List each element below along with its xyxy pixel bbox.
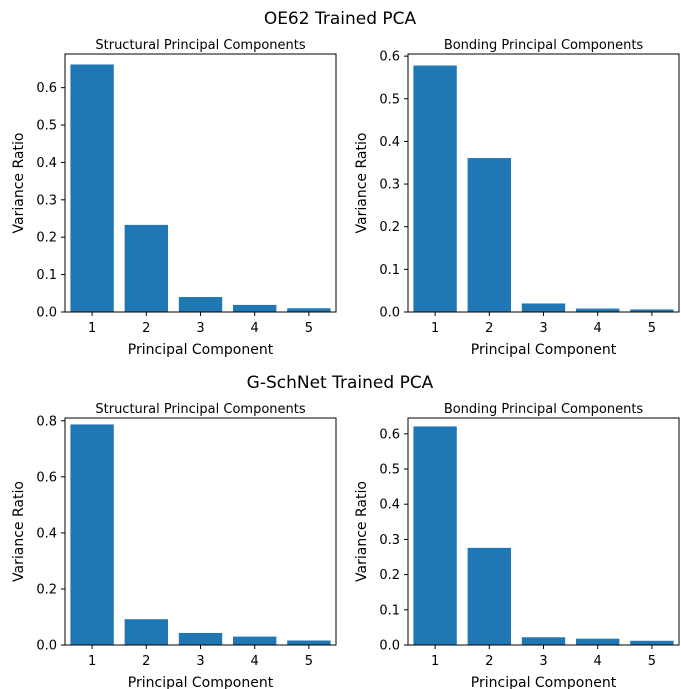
y-tick-label: 0.0 <box>379 306 400 321</box>
x-tick-label: 3 <box>196 321 204 336</box>
y-tick-label: 0.2 <box>379 220 400 235</box>
bar-5 <box>630 309 674 312</box>
bar-1 <box>413 426 457 645</box>
y-tick-label: 0.5 <box>379 92 400 107</box>
y-tick-label: 0.1 <box>379 263 400 278</box>
x-tick-label: 5 <box>305 321 313 336</box>
x-axis-label: Principal Component <box>471 342 617 358</box>
y-tick-label: 0.6 <box>36 470 57 485</box>
bar-5 <box>287 640 331 645</box>
bar-4 <box>576 638 620 645</box>
x-tick-label: 2 <box>142 321 150 336</box>
y-tick-label: 0.4 <box>36 526 57 541</box>
section-title-gschnet: G-SchNet Trained PCA <box>247 373 434 393</box>
bar-1 <box>413 65 457 312</box>
y-tick-label: 0.5 <box>36 119 57 134</box>
y-tick-label: 0.3 <box>36 193 57 208</box>
y-axis-label: Variance Ratio <box>354 133 370 234</box>
chart-panel-2: 1 2 3 4 5 0.0 0.1 0.2 0.3 0.4 0.5 0.6 Bonding Princi… <box>354 38 680 358</box>
chart-panels: 1 2 3 4 5 0.0 0.1 0.2 0.3 0.4 0.5 0.6 Structural Pri… <box>11 38 680 689</box>
y-tick-label: 0.6 <box>379 427 400 442</box>
bar-2 <box>124 224 168 312</box>
y-tick-label: 0.3 <box>379 178 400 193</box>
x-tick-label: 4 <box>594 654 602 669</box>
bar-3 <box>178 297 223 312</box>
x-tick-label: 1 <box>431 654 439 669</box>
section-title-oe62: OE62 Trained PCA <box>264 9 417 29</box>
chart-title: Structural Principal Components <box>95 38 305 53</box>
x-tick-label: 4 <box>251 321 259 336</box>
chart-panel-4: 1 2 3 4 5 0.0 0.1 0.2 0.3 0.4 0.5 0.6 Bonding Princi… <box>354 402 680 689</box>
bar-2 <box>124 619 168 645</box>
y-tick-label: 0.2 <box>379 568 400 583</box>
chart-panel-1: 1 2 3 4 5 0.0 0.1 0.2 0.3 0.4 0.5 0.6 Structural Pri… <box>11 38 337 358</box>
x-tick-label: 1 <box>431 321 439 336</box>
y-tick-label: 0.6 <box>379 50 400 65</box>
x-tick-label: 3 <box>196 654 204 669</box>
y-axis-label: Variance Ratio <box>11 133 27 234</box>
x-tick-label: 5 <box>648 321 656 336</box>
x-tick-label: 3 <box>539 321 547 336</box>
y-tick-label: 0.4 <box>379 135 400 150</box>
bar-5 <box>630 640 674 645</box>
chart-title: Bonding Principal Components <box>444 38 644 53</box>
x-tick-label: 4 <box>594 321 602 336</box>
bar-1 <box>70 64 114 312</box>
bar-3 <box>521 637 566 645</box>
y-tick-label: 0.0 <box>36 306 57 321</box>
bar-2 <box>467 547 511 645</box>
y-tick-label: 0.2 <box>36 231 57 246</box>
y-tick-label: 0.2 <box>36 582 57 597</box>
chart-panel-3: 1 2 3 4 5 0.0 0.2 0.4 0.6 0.8 Structural Principal… <box>11 402 337 689</box>
y-tick-label: 0.8 <box>36 414 57 429</box>
x-tick-label: 2 <box>485 321 493 336</box>
x-axis-label: Principal Component <box>128 675 274 689</box>
x-tick-label: 2 <box>485 654 493 669</box>
bar-4 <box>233 636 277 645</box>
x-axis-label: Principal Component <box>471 675 617 689</box>
y-tick-label: 0.4 <box>36 156 57 171</box>
x-tick-label: 2 <box>142 654 150 669</box>
x-axis-label: Principal Component <box>128 342 274 358</box>
y-axis-label: Variance Ratio <box>11 481 27 582</box>
bar-3 <box>178 632 223 645</box>
y-tick-label: 0.6 <box>36 81 57 96</box>
x-tick-label: 3 <box>539 654 547 669</box>
y-tick-label: 0.1 <box>36 268 57 283</box>
y-axis-label: Variance Ratio <box>354 481 370 582</box>
bar-1 <box>70 424 114 645</box>
y-tick-label: 0.3 <box>379 533 400 548</box>
bar-4 <box>233 304 277 312</box>
bar-5 <box>287 308 331 312</box>
x-tick-label: 1 <box>88 321 96 336</box>
y-tick-label: 0.4 <box>379 498 400 513</box>
x-tick-label: 5 <box>648 654 656 669</box>
y-tick-label: 0.0 <box>36 639 57 654</box>
x-tick-label: 5 <box>305 654 313 669</box>
bar-3 <box>521 303 566 312</box>
x-tick-label: 4 <box>251 654 259 669</box>
x-tick-label: 1 <box>88 654 96 669</box>
bar-2 <box>467 158 511 312</box>
chart-title: Bonding Principal Components <box>444 402 644 417</box>
bar-4 <box>576 308 620 312</box>
y-tick-label: 0.0 <box>379 639 400 654</box>
y-tick-label: 0.1 <box>379 603 400 618</box>
y-tick-label: 0.5 <box>379 463 400 478</box>
chart-title: Structural Principal Components <box>95 402 305 417</box>
